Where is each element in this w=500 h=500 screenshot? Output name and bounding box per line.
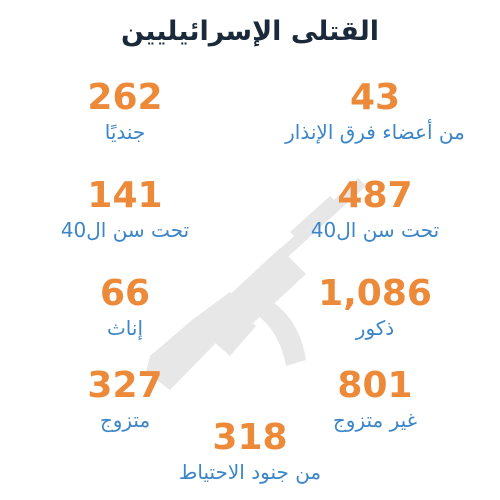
- stat-label: غير متزوج: [332, 408, 418, 432]
- stat-value: 487: [337, 175, 413, 216]
- stat-value: 801: [337, 365, 413, 406]
- stat-under-40-a: 487 تحت سن ال40: [250, 176, 500, 244]
- stat-value: 318: [212, 417, 288, 458]
- stat-married: 327 متزوج: [0, 366, 250, 434]
- stat-label: من جنود الاحتياط: [178, 460, 322, 484]
- stat-value: 1,086: [318, 273, 432, 314]
- stat-value: 262: [87, 77, 163, 118]
- stat-under-40-b: 141 تحت سن ال40: [0, 176, 250, 244]
- stat-value: 43: [349, 77, 401, 118]
- stat-label: متزوج: [99, 408, 151, 432]
- stat-label: تحت سن ال40: [60, 218, 190, 242]
- page-title: القتلى الإسرائيليين: [120, 16, 380, 47]
- stat-value: 141: [87, 175, 163, 216]
- stat-label: إناث: [106, 316, 144, 340]
- stat-label: جنديًا: [104, 120, 146, 144]
- stat-females: 66 إناث: [0, 274, 250, 342]
- stat-males: 1,086 ذكور: [250, 274, 500, 342]
- stat-soldiers: 262 جنديًا: [0, 78, 250, 146]
- stat-label: ذكور: [355, 316, 395, 340]
- stat-value: 66: [99, 273, 151, 314]
- stat-reserve-members: 43 من أعضاء فرق الإنذار: [250, 78, 500, 146]
- stat-reserve-soldiers: 318 من جنود الاحتياط: [125, 418, 375, 486]
- stat-unmarried: 801 غير متزوج: [250, 366, 500, 434]
- stat-label: تحت سن ال40: [310, 218, 440, 242]
- stat-label: من أعضاء فرق الإنذار: [285, 120, 465, 144]
- stat-value: 327: [87, 365, 163, 406]
- rifle-icon: [146, 178, 366, 390]
